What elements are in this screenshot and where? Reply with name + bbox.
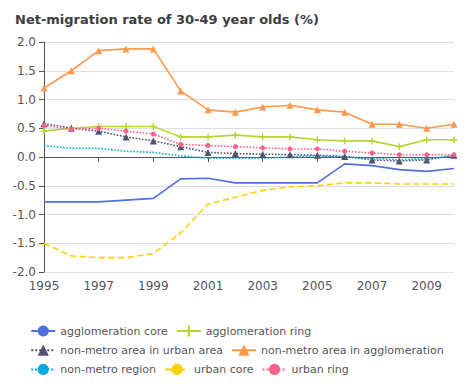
svg-text:-1.5: -1.5 xyxy=(13,236,36,250)
svg-text:1997: 1997 xyxy=(83,279,114,293)
svg-text:agglomeration ring: agglomeration ring xyxy=(206,325,311,338)
svg-text:-2.0: -2.0 xyxy=(13,265,36,279)
svg-text:2007: 2007 xyxy=(357,279,388,293)
svg-text:Net-migration rate of 30-49 ye: Net-migration rate of 30-49 year olds (%… xyxy=(15,12,319,27)
svg-text:-1.0: -1.0 xyxy=(13,208,36,222)
svg-text:-0.5: -0.5 xyxy=(13,179,36,193)
svg-text:agglomeration core: agglomeration core xyxy=(60,325,168,338)
svg-text:0.5: 0.5 xyxy=(17,121,36,135)
svg-text:1.5: 1.5 xyxy=(17,64,36,78)
svg-text:non-metro region: non-metro region xyxy=(60,363,156,376)
svg-text:2001: 2001 xyxy=(193,279,224,293)
svg-text:1.0: 1.0 xyxy=(17,93,36,107)
svg-text:urban core: urban core xyxy=(194,363,254,376)
svg-text:non-metro area in urban area: non-metro area in urban area xyxy=(60,344,223,357)
svg-text:2.0: 2.0 xyxy=(17,35,36,49)
svg-text:2009: 2009 xyxy=(411,279,442,293)
svg-text:2003: 2003 xyxy=(247,279,278,293)
svg-text:1995: 1995 xyxy=(29,279,60,293)
svg-text:0.0: 0.0 xyxy=(17,150,36,164)
svg-text:2005: 2005 xyxy=(302,279,333,293)
svg-text:urban ring: urban ring xyxy=(291,363,348,376)
svg-text:non-metro area in agglomeratio: non-metro area in agglomeration xyxy=(261,344,444,357)
svg-text:1999: 1999 xyxy=(138,279,169,293)
